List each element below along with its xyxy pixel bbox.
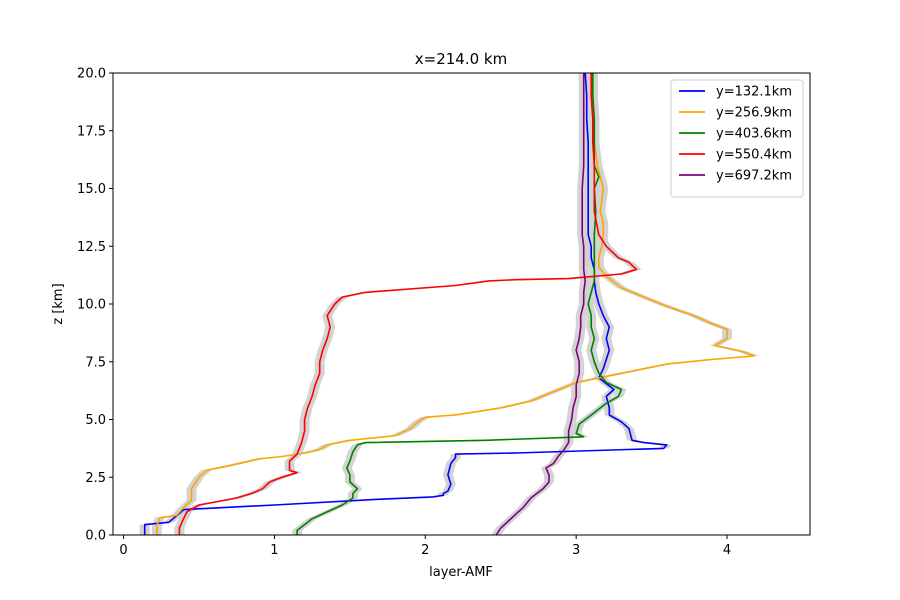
legend-label: y=256.9km — [716, 106, 792, 121]
y-tick-label: 20.0 — [77, 67, 106, 82]
y-tick-label: 7.5 — [85, 355, 106, 370]
legend-box — [670, 79, 804, 198]
y-tick-label: 10.0 — [77, 298, 106, 313]
chart-title: x=214.0 km — [415, 50, 507, 68]
y-axis-label: z [km] — [51, 283, 66, 324]
series-line-y-132-1km — [143, 72, 668, 535]
y-tick-label: 2.5 — [85, 471, 106, 486]
legend-label: y=132.1km — [716, 85, 792, 100]
x-tick-label: 0 — [119, 543, 127, 558]
series-line-y-256-9km — [156, 73, 756, 535]
series-lines — [143, 72, 756, 536]
y-tick-label: 12.5 — [77, 240, 106, 255]
y-tick-label: 5.0 — [85, 413, 106, 428]
band-y-256-9km — [151, 73, 760, 535]
band-y-697-2km — [491, 73, 591, 535]
y-tick-label: 15.0 — [77, 182, 106, 197]
x-tick-label: 2 — [421, 543, 429, 558]
y-tick-label: 0.0 — [85, 529, 106, 544]
y-tick-label: 17.5 — [77, 124, 106, 139]
x-tick-label: 4 — [723, 543, 731, 558]
legend-label: y=403.6km — [716, 127, 792, 142]
x-axis-ticks: 0 1 2 3 4 — [119, 535, 731, 558]
x-axis-label: layer-AMF — [429, 565, 493, 580]
series-line-y-697-2km — [495, 73, 587, 536]
y-axis-ticks: 0.0 2.5 5.0 7.5 10.0 12.5 15.0 17.5 20.0 — [77, 67, 113, 544]
legend-label: y=697.2km — [716, 169, 792, 184]
x-tick-label: 3 — [572, 543, 580, 558]
series-line-y-550-4km — [178, 73, 638, 535]
x-tick-label: 1 — [270, 543, 278, 558]
legend-label: y=550.4km — [716, 148, 792, 163]
legend: y=132.1km y=256.9km y=403.6km y=550.4km y=69… — [670, 79, 804, 198]
